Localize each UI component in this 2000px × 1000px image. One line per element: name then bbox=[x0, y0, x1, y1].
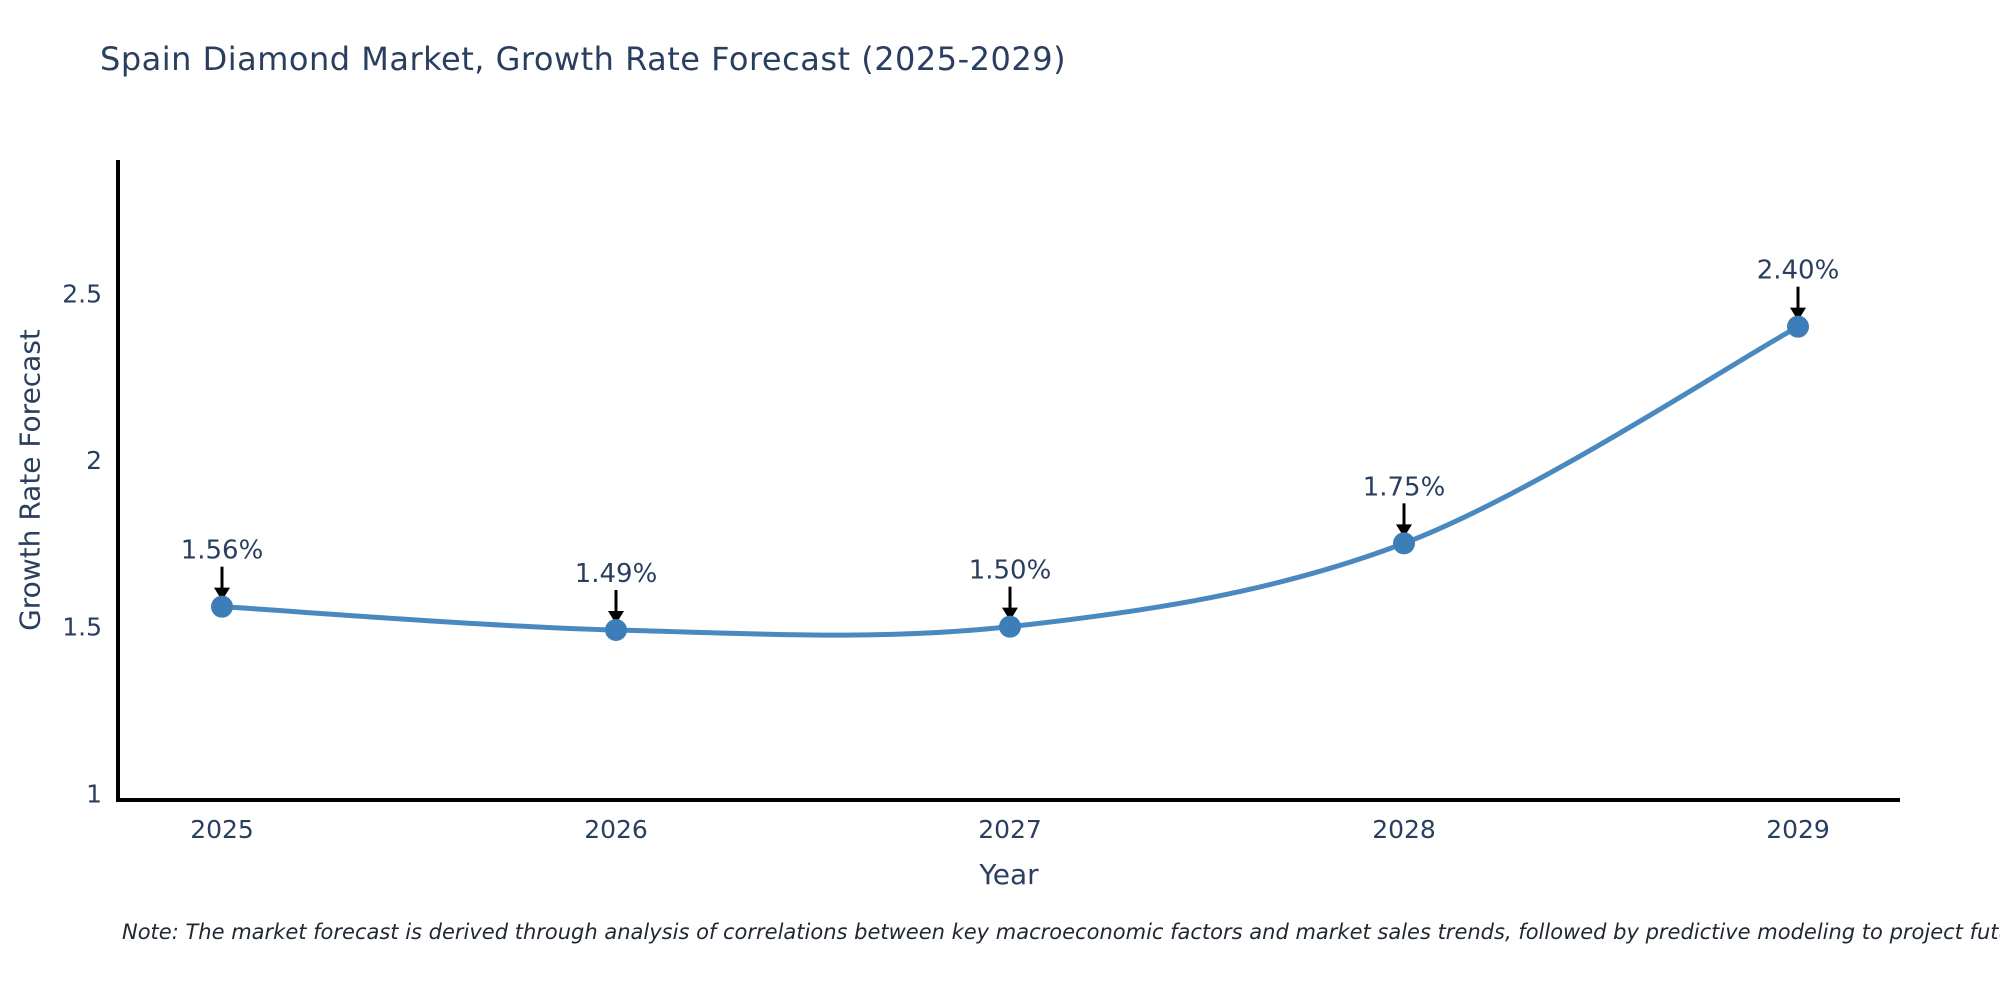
x-tick-label: 2028 bbox=[1372, 815, 1436, 844]
footnote: Note: The market forecast is derived thr… bbox=[122, 920, 2000, 944]
point-annotation-2026: 1.49% bbox=[575, 559, 658, 589]
y-tick-label: 1.5 bbox=[62, 613, 102, 642]
point-annotation-2025: 1.56% bbox=[181, 536, 264, 566]
x-tick-label: 2026 bbox=[584, 815, 648, 844]
x-tick-label: 2027 bbox=[978, 815, 1042, 844]
x-axis-title: Year bbox=[979, 858, 1039, 891]
annotation-arrow-head bbox=[1790, 307, 1806, 321]
annotation-arrow-head bbox=[1002, 607, 1018, 621]
y-tick-label: 2 bbox=[86, 446, 102, 475]
data-point-2027 bbox=[999, 615, 1021, 638]
x-tick-label: 2025 bbox=[190, 815, 254, 844]
annotation-arrow-head bbox=[608, 611, 624, 624]
chart-title: Spain Diamond Market, Growth Rate Foreca… bbox=[100, 40, 1067, 78]
annotation-arrow-head bbox=[214, 587, 230, 601]
point-annotation-2028: 1.75% bbox=[1363, 472, 1446, 502]
point-annotation-2029: 2.40% bbox=[1757, 256, 1840, 286]
annotation-arrow-head bbox=[1396, 524, 1412, 538]
data-point-2026 bbox=[605, 619, 627, 641]
data-point-2029 bbox=[1787, 315, 1809, 338]
point-annotation-2027: 1.50% bbox=[969, 556, 1052, 586]
y-tick-label: 1 bbox=[86, 779, 102, 808]
x-tick-label: 2029 bbox=[1766, 815, 1830, 844]
y-tick-label: 2.5 bbox=[62, 279, 102, 308]
data-point-2025 bbox=[211, 595, 233, 618]
data-point-2028 bbox=[1393, 532, 1415, 555]
